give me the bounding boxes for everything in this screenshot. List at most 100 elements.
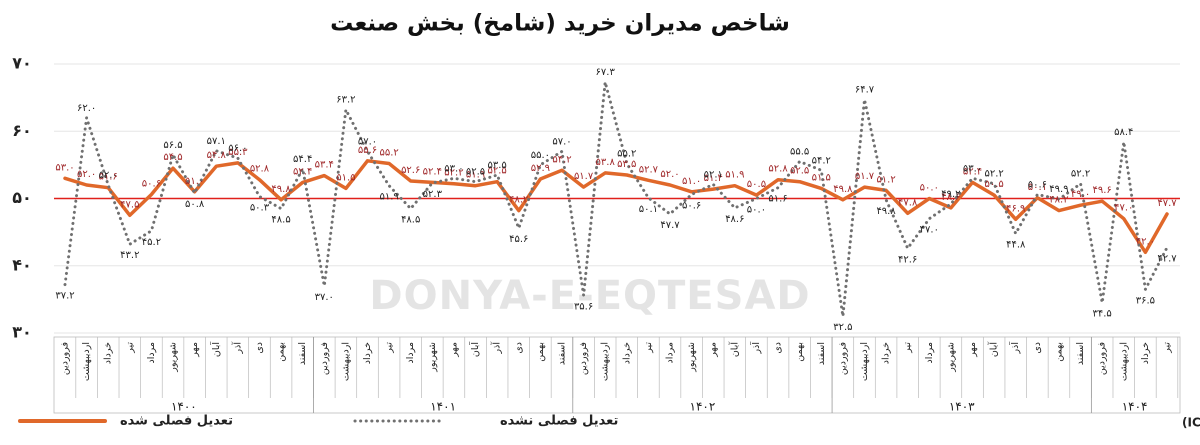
data-label: ۵۰.۵ — [984, 179, 1003, 190]
year-label: ۱۴۰۰ — [171, 400, 197, 414]
data-label: ۴۷.۸ — [898, 197, 918, 208]
x-tick-label: اسفند — [297, 342, 308, 365]
x-tick-label: مرداد — [924, 342, 935, 363]
data-label: ۴۷.۷ — [660, 220, 680, 231]
x-tick-label: مهر — [967, 342, 978, 358]
data-label: ۴۷.۰ — [920, 225, 939, 236]
data-label: ۴۷.۰ — [1114, 203, 1133, 214]
data-label: ۵۰.۸ — [185, 199, 205, 210]
x-tick-label: مرداد — [665, 342, 676, 363]
x-tick-label: فروردین — [319, 342, 330, 375]
data-label: ۶۷.۳ — [596, 67, 616, 78]
data-label: ۵۱.۶ — [768, 194, 787, 205]
year-label: ۱۴۰۱ — [430, 400, 456, 414]
data-label: ۵۵.۰ — [531, 150, 550, 161]
data-label: ۵۰.۱ — [639, 204, 658, 215]
x-tick-label: مرداد — [405, 342, 416, 363]
x-tick-label: شهریور — [945, 342, 956, 373]
data-label: ۵۵.۲ — [379, 148, 398, 159]
data-label: ۴۴.۸ — [1006, 239, 1026, 250]
x-tick-label: مرداد — [146, 342, 157, 363]
data-label: ۴۲.۶ — [898, 254, 917, 265]
data-label: ۴۹.۸ — [833, 184, 853, 195]
y-tick-label: ۴۰ — [12, 255, 32, 274]
x-tick-label: آبان — [468, 342, 481, 358]
data-label: ۵۱.۰ — [185, 176, 204, 187]
x-tick-label: دی — [254, 342, 265, 354]
data-label: ۴۸.۲ — [1049, 195, 1068, 206]
x-tick-label: فروردین — [60, 342, 71, 375]
data-label: ۵۲.۴ — [293, 166, 312, 177]
data-label: ۵۲.۶ — [401, 165, 420, 176]
data-label: ۵۲.۰ — [99, 170, 118, 181]
data-label: ۵۵.۵ — [790, 147, 809, 158]
x-tick-label: بهمن — [1053, 342, 1064, 362]
data-label: ۵۵.۲ — [617, 149, 636, 160]
data-label: ۵۰.۰ — [920, 183, 939, 194]
data-label: ۴۹.۲ — [941, 189, 960, 200]
data-label: ۵۰.۱ — [1028, 182, 1047, 193]
x-tick-label: دی — [773, 342, 784, 354]
x-tick-label: خرداد — [621, 342, 632, 364]
data-label: ۵۲.۴ — [963, 166, 982, 177]
data-label: ۵۲.۹ — [531, 163, 550, 174]
year-label: ۱۴۰۳ — [949, 400, 975, 414]
data-label: ۵۳.۸ — [596, 157, 616, 168]
x-tick-label: خرداد — [1140, 342, 1151, 364]
data-label: ۵۷.۰ — [552, 136, 571, 147]
x-tick-label: اسفند — [816, 342, 827, 365]
data-label: ۵۱.۷ — [855, 171, 875, 182]
data-label: ۳۵.۶ — [574, 301, 593, 312]
solid-line — [63, 159, 1169, 255]
x-tick-label: مهر — [189, 342, 200, 358]
data-label: ۴۹.۰ — [1071, 189, 1090, 200]
data-label: ۳۷.۰ — [315, 292, 334, 303]
data-label: ۵۴.۵ — [163, 152, 182, 163]
data-label: ۵۵.۳ — [228, 147, 248, 158]
x-tick-label: فروردین — [837, 342, 848, 375]
x-tick-label: شهریور — [686, 342, 697, 373]
data-label: ۴۸.۶ — [725, 214, 744, 225]
x-tick-label: دی — [1032, 342, 1043, 354]
chart-title: شاخص مدیران خرید (شامخ) بخش صنعت — [330, 11, 790, 37]
data-label: ۴۹.۹ — [1049, 184, 1068, 195]
data-label: ۵۶.۵ — [163, 140, 182, 151]
data-label: ۵۲.۲ — [984, 169, 1003, 180]
x-tick-label: اردیبهشت — [81, 342, 92, 381]
data-label: ۴۹.۸ — [876, 206, 896, 217]
data-label: ۴۸.۶ — [941, 192, 960, 203]
data-label: ۵۴.۲ — [552, 154, 571, 165]
data-label: ۵۰.۶ — [142, 178, 161, 189]
data-label: ۵۱.۹ — [466, 170, 485, 181]
x-tick-label: آذر — [230, 342, 243, 355]
year-label: ۱۴۰۴ — [1122, 400, 1148, 414]
x-tick-label: بهمن — [794, 342, 805, 362]
data-label: ۵۲.۷ — [639, 164, 659, 175]
watermark: DONYA-E-EQTESAD — [369, 273, 810, 319]
data-label: ۵۶.۰ — [228, 143, 247, 154]
x-tick-label: اردیبهشت — [340, 342, 351, 381]
x-tick-label: فروردین — [1097, 342, 1108, 375]
x-tick-label: فروردین — [578, 342, 589, 375]
data-label: ۴۸.۵ — [271, 215, 290, 226]
y-tick-label: ۳۰ — [12, 323, 32, 342]
data-label: ۴۵.۲ — [142, 237, 161, 248]
year-label: ۱۴۰۲ — [690, 400, 716, 414]
data-label: ۳۲.۵ — [833, 322, 852, 333]
data-label: ۳۶.۵ — [1136, 295, 1155, 306]
data-label: ۴۳.۲ — [120, 250, 139, 261]
data-label: ۵۲.۰ — [77, 169, 96, 180]
x-tick-label: تیر — [643, 342, 654, 354]
data-label: ۵۵.۶ — [358, 145, 377, 156]
x-tick-label: اسفند — [1075, 342, 1086, 365]
data-label: ۵۱.۹ — [725, 170, 744, 181]
y-tick-label: ۵۰ — [12, 188, 32, 207]
data-label: ۵۱.۴ — [704, 173, 723, 184]
data-label: ۵۱.۹ — [379, 192, 398, 203]
x-tick-label: خرداد — [362, 342, 373, 364]
x-tick-label: اسفند — [556, 342, 567, 365]
data-label: ۵۲.۰ — [660, 169, 679, 180]
dotted-line — [63, 80, 1169, 318]
data-label: ۵۱.۲ — [876, 174, 895, 185]
